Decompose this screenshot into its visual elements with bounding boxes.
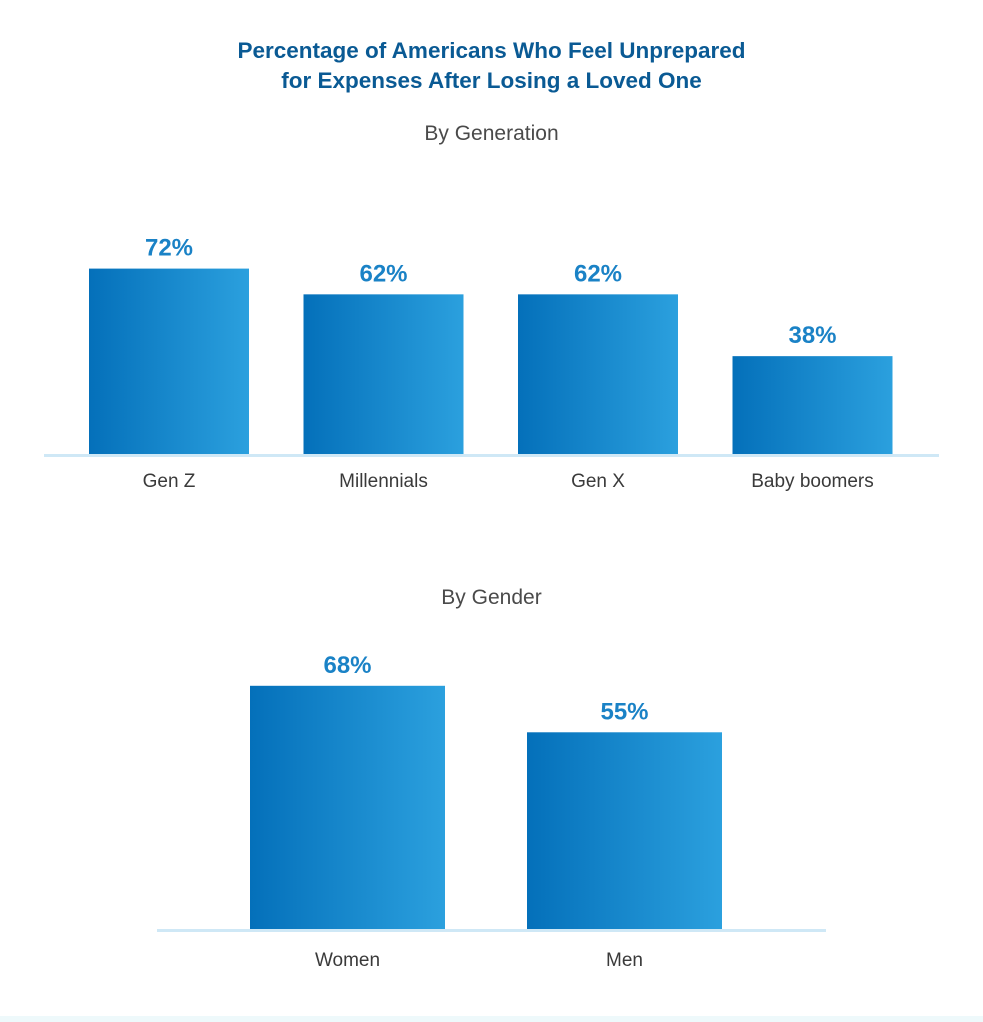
gender-chart: 68% Women 55% Men: [157, 652, 826, 971]
gender-category-label-0: Women: [315, 950, 380, 971]
gender-chart-subtitle: By Gender: [441, 586, 542, 609]
gen-bar-3: [732, 356, 893, 454]
gender-value-label-1: 55%: [600, 698, 648, 725]
gen-category-label-0: Gen Z: [143, 471, 196, 492]
gender-category-label-1: Men: [606, 950, 643, 971]
chart-title: Percentage of Americans Who Feel Unprepa…: [0, 36, 983, 96]
gen-value-label-0: 72%: [145, 235, 193, 262]
gender-bar-1: [527, 732, 722, 929]
gen-bar-0: [89, 268, 249, 454]
gender-bar-0: [250, 685, 445, 929]
gen-value-label-3: 38%: [788, 322, 836, 349]
gen-value-label-2: 62%: [574, 260, 622, 287]
chart-title-line-1: Percentage of Americans Who Feel Unprepa…: [237, 38, 746, 63]
generation-chart-subtitle: By Generation: [424, 122, 559, 145]
generation-chart: 72% Gen Z 62% Millennials 62% Gen X 38% Baby bo…: [44, 235, 939, 492]
gen-bar-1: [303, 294, 464, 454]
gen-category-label-3: Baby boomers: [751, 471, 874, 492]
gender-value-label-0: 68%: [323, 652, 371, 679]
gen-category-label-2: Gen X: [571, 471, 625, 492]
gen-bar-2: [518, 294, 678, 454]
footer-strip: [0, 1016, 983, 1022]
gen-category-label-1: Millennials: [339, 471, 428, 492]
chart-title-line-2: for Expenses After Losing a Loved One: [281, 68, 702, 93]
gen-value-label-1: 62%: [359, 260, 407, 287]
